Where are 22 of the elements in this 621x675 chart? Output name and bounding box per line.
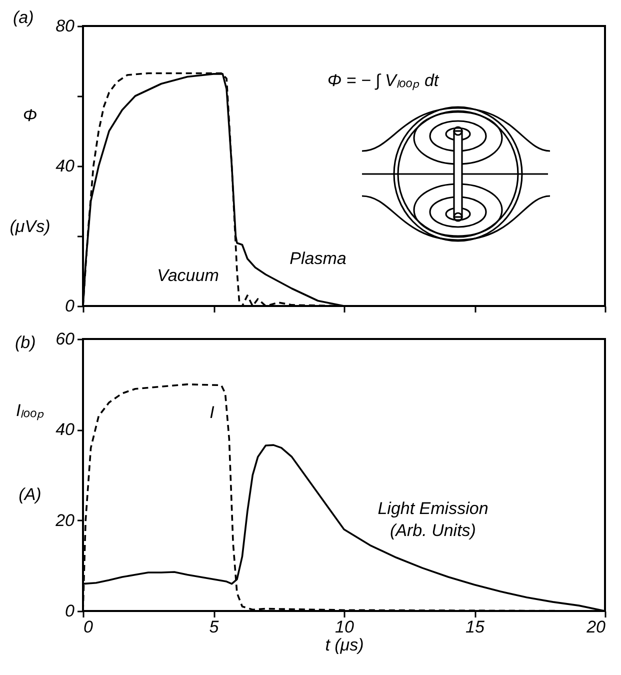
x-tick-label: 10 xyxy=(335,618,354,636)
series-label: Plasma xyxy=(290,249,346,268)
x-tick-label: 5 xyxy=(209,618,220,636)
text: Iₗₒₒₚ (A) xyxy=(16,401,44,504)
y-tick-label: 0 xyxy=(65,296,76,316)
x-tick-label: 0 xyxy=(84,618,94,636)
x-tick-label: 15 xyxy=(466,618,485,636)
annotation: Φ = − ∫ Vₗₒₒₚ dt xyxy=(327,71,440,91)
series-label: I xyxy=(210,403,215,422)
y-tick-label: 80 xyxy=(56,16,76,36)
x-tick-label: 20 xyxy=(586,618,606,636)
text: Φ (μVs) xyxy=(10,106,50,236)
x-axis-title: t (μs) xyxy=(325,636,364,654)
text: (a) xyxy=(13,8,34,27)
series-label: Vacuum xyxy=(157,266,219,285)
y-tick-label: 20 xyxy=(54,510,76,530)
y-tick-label: 0 xyxy=(65,602,76,620)
series-label: Light Emission (Arb. Units) xyxy=(378,499,488,540)
text: (b) xyxy=(15,333,36,352)
y-tick-label: 40 xyxy=(56,156,76,176)
y-tick-label: 40 xyxy=(56,420,76,440)
y-tick-label: 60 xyxy=(56,330,76,348)
